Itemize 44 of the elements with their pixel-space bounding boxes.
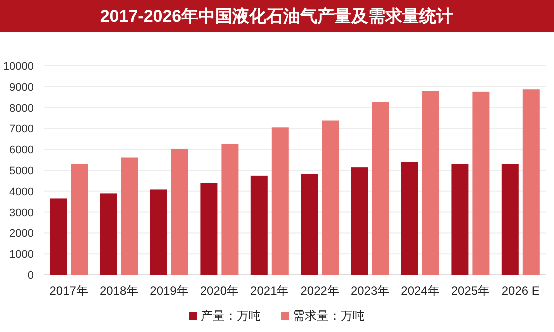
bar bbox=[50, 198, 68, 275]
bar bbox=[301, 174, 318, 275]
x-tick-label: 2023年 bbox=[350, 284, 390, 298]
x-tick-label: 2018年 bbox=[100, 284, 139, 298]
x-tick-label: 2024年 bbox=[401, 284, 440, 298]
y-tick-label: 9000 bbox=[10, 82, 34, 94]
bar bbox=[150, 190, 168, 275]
bar bbox=[172, 148, 188, 275]
y-tick-label: 7000 bbox=[10, 124, 34, 136]
bar bbox=[121, 158, 138, 275]
y-tick-label: 5000 bbox=[10, 166, 34, 178]
bar bbox=[452, 164, 469, 275]
x-tick-label: 2025年 bbox=[451, 284, 490, 298]
y-tick-label: 2000 bbox=[10, 228, 34, 240]
y-tick-label: 3000 bbox=[10, 207, 34, 220]
x-tick-label: 2021年 bbox=[250, 284, 290, 298]
y-tick-label: 4000 bbox=[10, 186, 34, 198]
bar bbox=[402, 162, 418, 275]
bar bbox=[502, 164, 519, 275]
x-tick-label: 2026 E bbox=[502, 284, 540, 298]
x-tick-label: 2022年 bbox=[300, 284, 340, 298]
bar bbox=[322, 120, 340, 275]
bar bbox=[250, 176, 268, 275]
legend-label: 产量：万吨 bbox=[201, 309, 261, 323]
bar bbox=[472, 92, 490, 275]
x-tick-label: 2019年 bbox=[150, 284, 189, 298]
chart-title: 2017-2026年中国液化石油气产量及需求量统计 bbox=[100, 7, 454, 26]
bar bbox=[422, 91, 440, 275]
y-tick-label: 8000 bbox=[10, 102, 34, 115]
bar bbox=[200, 183, 218, 275]
y-tick-label: 10000 bbox=[3, 61, 34, 73]
x-tick-label: 2017年 bbox=[50, 284, 88, 298]
legend-label: 需求量：万吨 bbox=[293, 309, 365, 323]
bar bbox=[222, 144, 239, 275]
y-tick-label: 1000 bbox=[10, 249, 34, 262]
bar bbox=[522, 90, 540, 275]
bar bbox=[100, 194, 118, 275]
bar bbox=[71, 164, 88, 275]
bar bbox=[272, 128, 289, 275]
bar bbox=[351, 168, 368, 275]
bar bbox=[372, 102, 390, 275]
y-tick-label: 6000 bbox=[10, 144, 34, 157]
y-tick-label: 0 bbox=[28, 270, 34, 282]
x-tick-label: 2020年 bbox=[200, 284, 240, 298]
